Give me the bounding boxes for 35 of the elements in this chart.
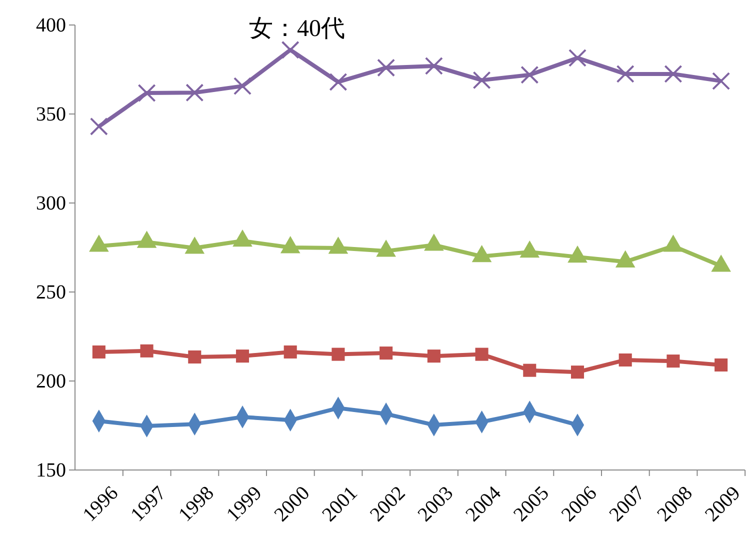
point [90, 117, 108, 136]
point [186, 84, 204, 102]
y-tick-label: 250 [36, 281, 66, 304]
point [377, 58, 396, 77]
point [140, 344, 154, 358]
point [664, 64, 682, 83]
point [188, 350, 202, 364]
point [475, 348, 488, 361]
chart-title: 女：40代 [249, 16, 345, 42]
point [472, 71, 491, 90]
point [332, 348, 345, 361]
y-tick-label: 300 [36, 192, 66, 214]
y-tick-label: 350 [36, 103, 66, 126]
y-tick-label: 200 [36, 370, 66, 392]
point [618, 353, 632, 367]
y-tick-label: 400 [36, 14, 66, 36]
point [523, 364, 536, 377]
point [427, 350, 440, 363]
point [712, 72, 730, 90]
point [138, 84, 156, 102]
point [666, 354, 680, 368]
point [424, 56, 443, 75]
point [329, 72, 348, 91]
point [520, 66, 539, 84]
point [236, 350, 250, 363]
point [568, 48, 587, 67]
point [714, 358, 728, 372]
point [380, 346, 393, 360]
point [92, 345, 106, 359]
y-tick-label: 150 [36, 459, 66, 482]
point [616, 64, 634, 83]
point [233, 77, 252, 96]
point [281, 40, 300, 59]
point [570, 366, 584, 379]
point [284, 345, 297, 359]
